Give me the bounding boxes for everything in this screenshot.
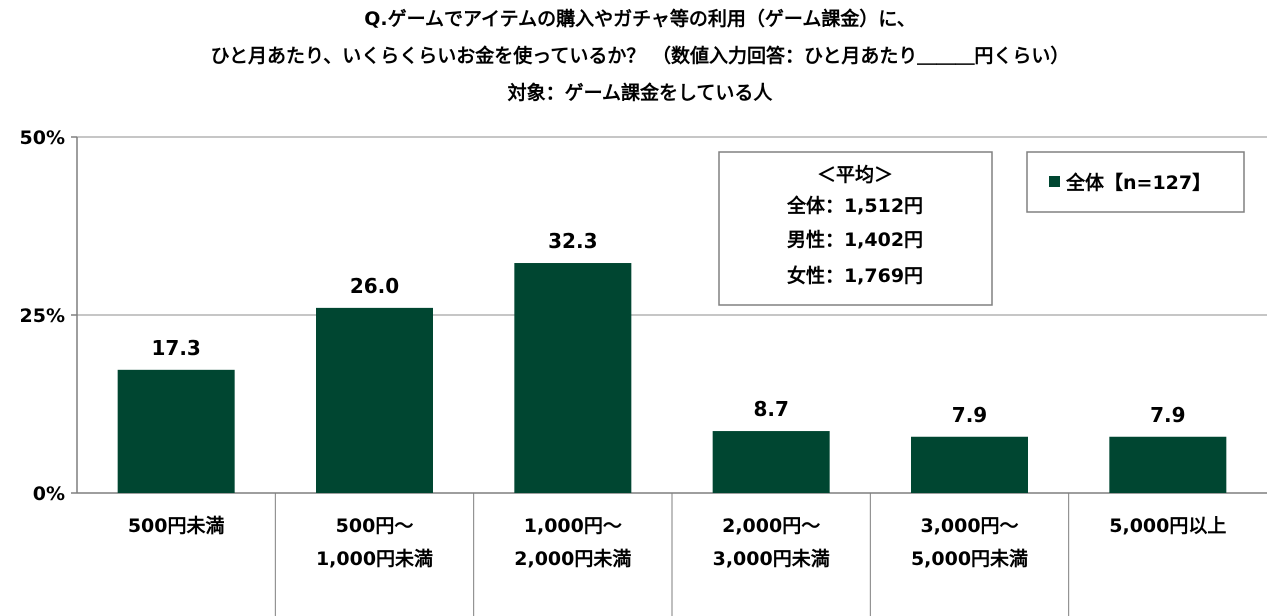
y-tick-label: 0% xyxy=(33,483,65,505)
x-category-label: 500円～ xyxy=(336,515,414,537)
chart-title-line-1: Q.ゲームでアイテムの購入やガチャ等の利用（ゲーム課金）に、 xyxy=(364,7,916,30)
bar xyxy=(712,431,830,493)
average-annotation-line: 全体：1,512円 xyxy=(786,194,923,217)
average-annotation-line: 男性：1,402円 xyxy=(787,228,923,251)
bar-value-label: 7.9 xyxy=(1150,403,1185,427)
bar-value-label: 26.0 xyxy=(350,274,399,298)
legend-label: 全体【n=127】 xyxy=(1065,171,1211,194)
chart-title-line-2: ひと月あたり、いくらくらいお金を使っているか？ （数値入力回答：ひと月あたり＿＿… xyxy=(211,44,1070,67)
legend-swatch xyxy=(1049,176,1060,187)
x-category-label: 3,000円未満 xyxy=(713,547,830,570)
x-category-label: 5,000円以上 xyxy=(1109,515,1226,537)
average-annotation-box xyxy=(718,151,993,306)
x-category-label: 5,000円未満 xyxy=(911,547,1028,570)
bar-value-label: 8.7 xyxy=(753,397,788,421)
x-category-label: 2,000円～ xyxy=(722,515,820,537)
bar xyxy=(514,263,632,493)
x-category-label: 3,000円～ xyxy=(920,515,1018,537)
bar xyxy=(117,369,235,493)
x-category-label: 500円未満 xyxy=(128,514,225,537)
x-category-label: 1,000円未満 xyxy=(316,547,433,570)
bar-value-label: 17.3 xyxy=(151,336,200,360)
x-category-label: 2,000円未満 xyxy=(514,547,631,570)
y-tick-label: 50% xyxy=(20,127,65,149)
bar xyxy=(316,307,433,493)
y-tick-label: 25% xyxy=(20,305,65,327)
legend-box xyxy=(1026,151,1245,213)
bar xyxy=(1109,436,1227,493)
average-annotation-line: ＜平均＞ xyxy=(817,163,893,186)
x-category-label: 1,000円～ xyxy=(524,515,622,537)
bar-value-label: 32.3 xyxy=(548,229,597,253)
chart-title-line-3: 対象：ゲーム課金をしている人 xyxy=(507,81,774,104)
bar xyxy=(911,436,1028,493)
bar-value-label: 7.9 xyxy=(952,403,987,427)
average-annotation-line: 女性：1,769円 xyxy=(787,264,923,287)
